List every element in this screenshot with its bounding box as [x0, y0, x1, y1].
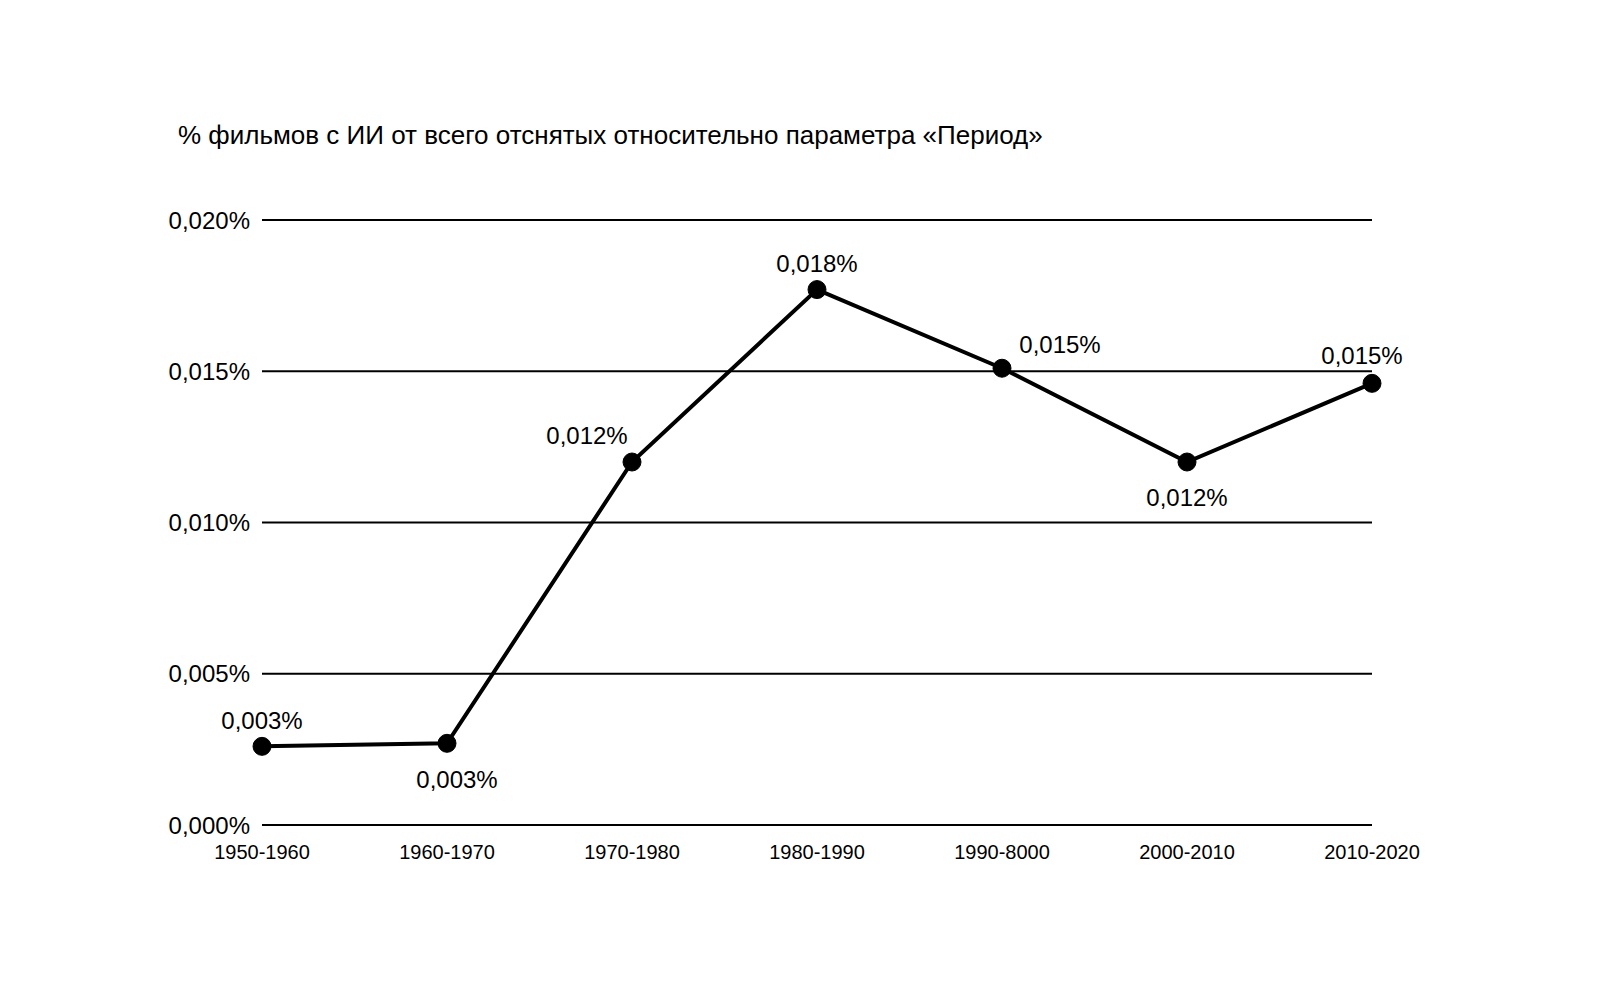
svg-text:1960-1970: 1960-1970: [399, 841, 495, 863]
svg-text:1970-1980: 1970-1980: [584, 841, 680, 863]
svg-text:0,012%: 0,012%: [1146, 484, 1227, 511]
svg-text:0,015%: 0,015%: [1321, 342, 1402, 369]
svg-text:0,018%: 0,018%: [776, 250, 857, 277]
svg-text:0,000%: 0,000%: [169, 812, 250, 839]
svg-text:0,015%: 0,015%: [1019, 331, 1100, 358]
svg-text:1950-1960: 1950-1960: [214, 841, 310, 863]
svg-text:0,003%: 0,003%: [221, 707, 302, 734]
html-text:% фильмов с ИИ от всего отснят: % фильмов с ИИ от всего отснятых относит…: [178, 120, 1043, 150]
svg-text:2000-2010: 2000-2010: [1139, 841, 1235, 863]
svg-text:2010-2020: 2010-2020: [1324, 841, 1420, 863]
svg-text:0,005%: 0,005%: [169, 660, 250, 687]
svg-text:0,015%: 0,015%: [169, 358, 250, 385]
svg-text:0,012%: 0,012%: [546, 422, 627, 449]
svg-text:0,003%: 0,003%: [416, 766, 497, 793]
svg-text:0,020%: 0,020%: [169, 207, 250, 234]
svg-text:1980-1990: 1980-1990: [769, 841, 865, 863]
svg-text:0,010%: 0,010%: [169, 509, 250, 536]
svg-text:1990-8000: 1990-8000: [954, 841, 1050, 863]
